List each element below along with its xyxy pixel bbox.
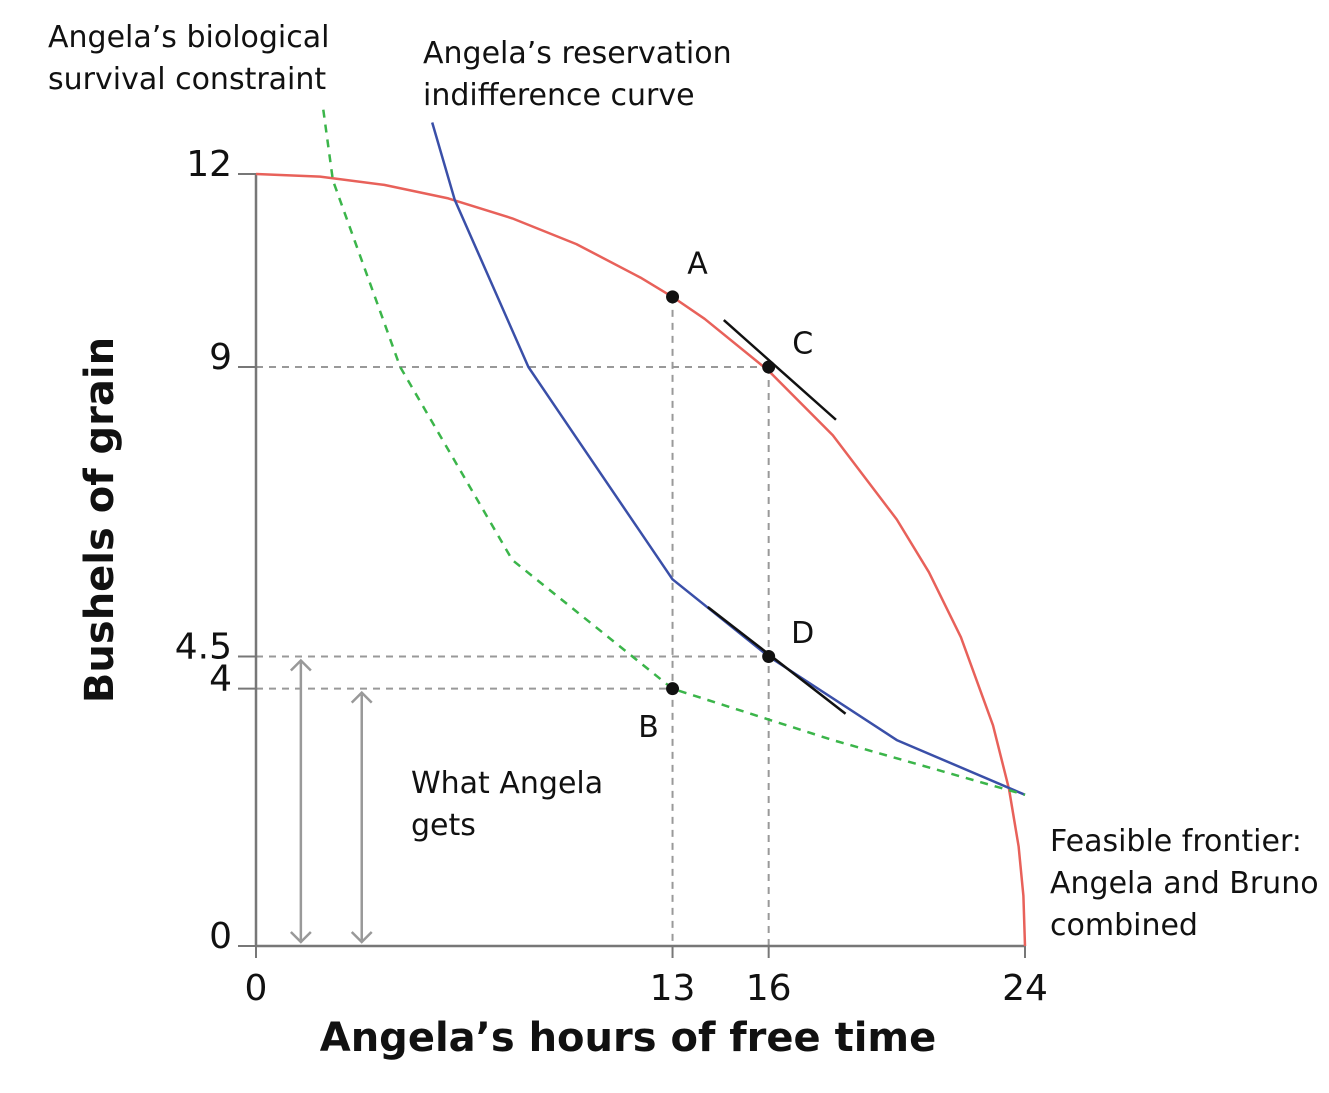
annotation: What Angela gets: [411, 766, 603, 843]
arrow-head: [350, 931, 373, 944]
point-label: C: [792, 327, 813, 362]
x-axis-title: Angela’s hours of free time: [320, 1015, 936, 1061]
arrow-head: [289, 658, 312, 672]
curve: [430, 122, 1026, 796]
y-tick-label: 12: [186, 144, 232, 185]
arrow-head: [350, 690, 373, 704]
annotation-line: combined: [1050, 908, 1198, 943]
annotation: Angela’s biological survival constraint: [48, 20, 329, 97]
point-label: B: [638, 710, 659, 745]
y-tick-label: 4.5: [175, 627, 232, 668]
point-label: D: [791, 616, 814, 651]
tangent: [722, 319, 837, 421]
x-tick-label: 13: [650, 968, 696, 1009]
annotation: Angela’s reservation indifference curve: [423, 36, 732, 113]
annotation: Feasible frontier: Angela and Bruno combin…: [1050, 824, 1319, 943]
point: [666, 682, 680, 696]
tangent: [707, 605, 847, 715]
point: [666, 290, 680, 304]
y-tick-label: 0: [209, 916, 232, 957]
annotation-line: Feasible frontier:: [1050, 824, 1302, 859]
point: [762, 650, 776, 663]
y-tick-label: 4: [209, 659, 232, 700]
annotation-line: Angela’s reservation: [423, 36, 732, 71]
x-tick-label: 0: [245, 968, 268, 1009]
annotation-line: Angela and Bruno: [1050, 866, 1319, 901]
annotation-line: survival constraint: [48, 62, 326, 97]
y-tick-label: 9: [209, 337, 232, 378]
x-tick-label: 16: [746, 968, 792, 1009]
annotation-line: indifference curve: [423, 78, 695, 113]
y-axis-title: Bushels of grain: [77, 337, 123, 703]
arrow-head: [289, 931, 312, 944]
point: [762, 360, 776, 374]
annotation-line: Angela’s biological: [48, 20, 329, 55]
annotation-line: What Angela: [411, 766, 603, 801]
point-label: A: [687, 246, 708, 281]
annotation-line: gets: [411, 808, 476, 843]
x-tick-label: 24: [1002, 968, 1048, 1009]
